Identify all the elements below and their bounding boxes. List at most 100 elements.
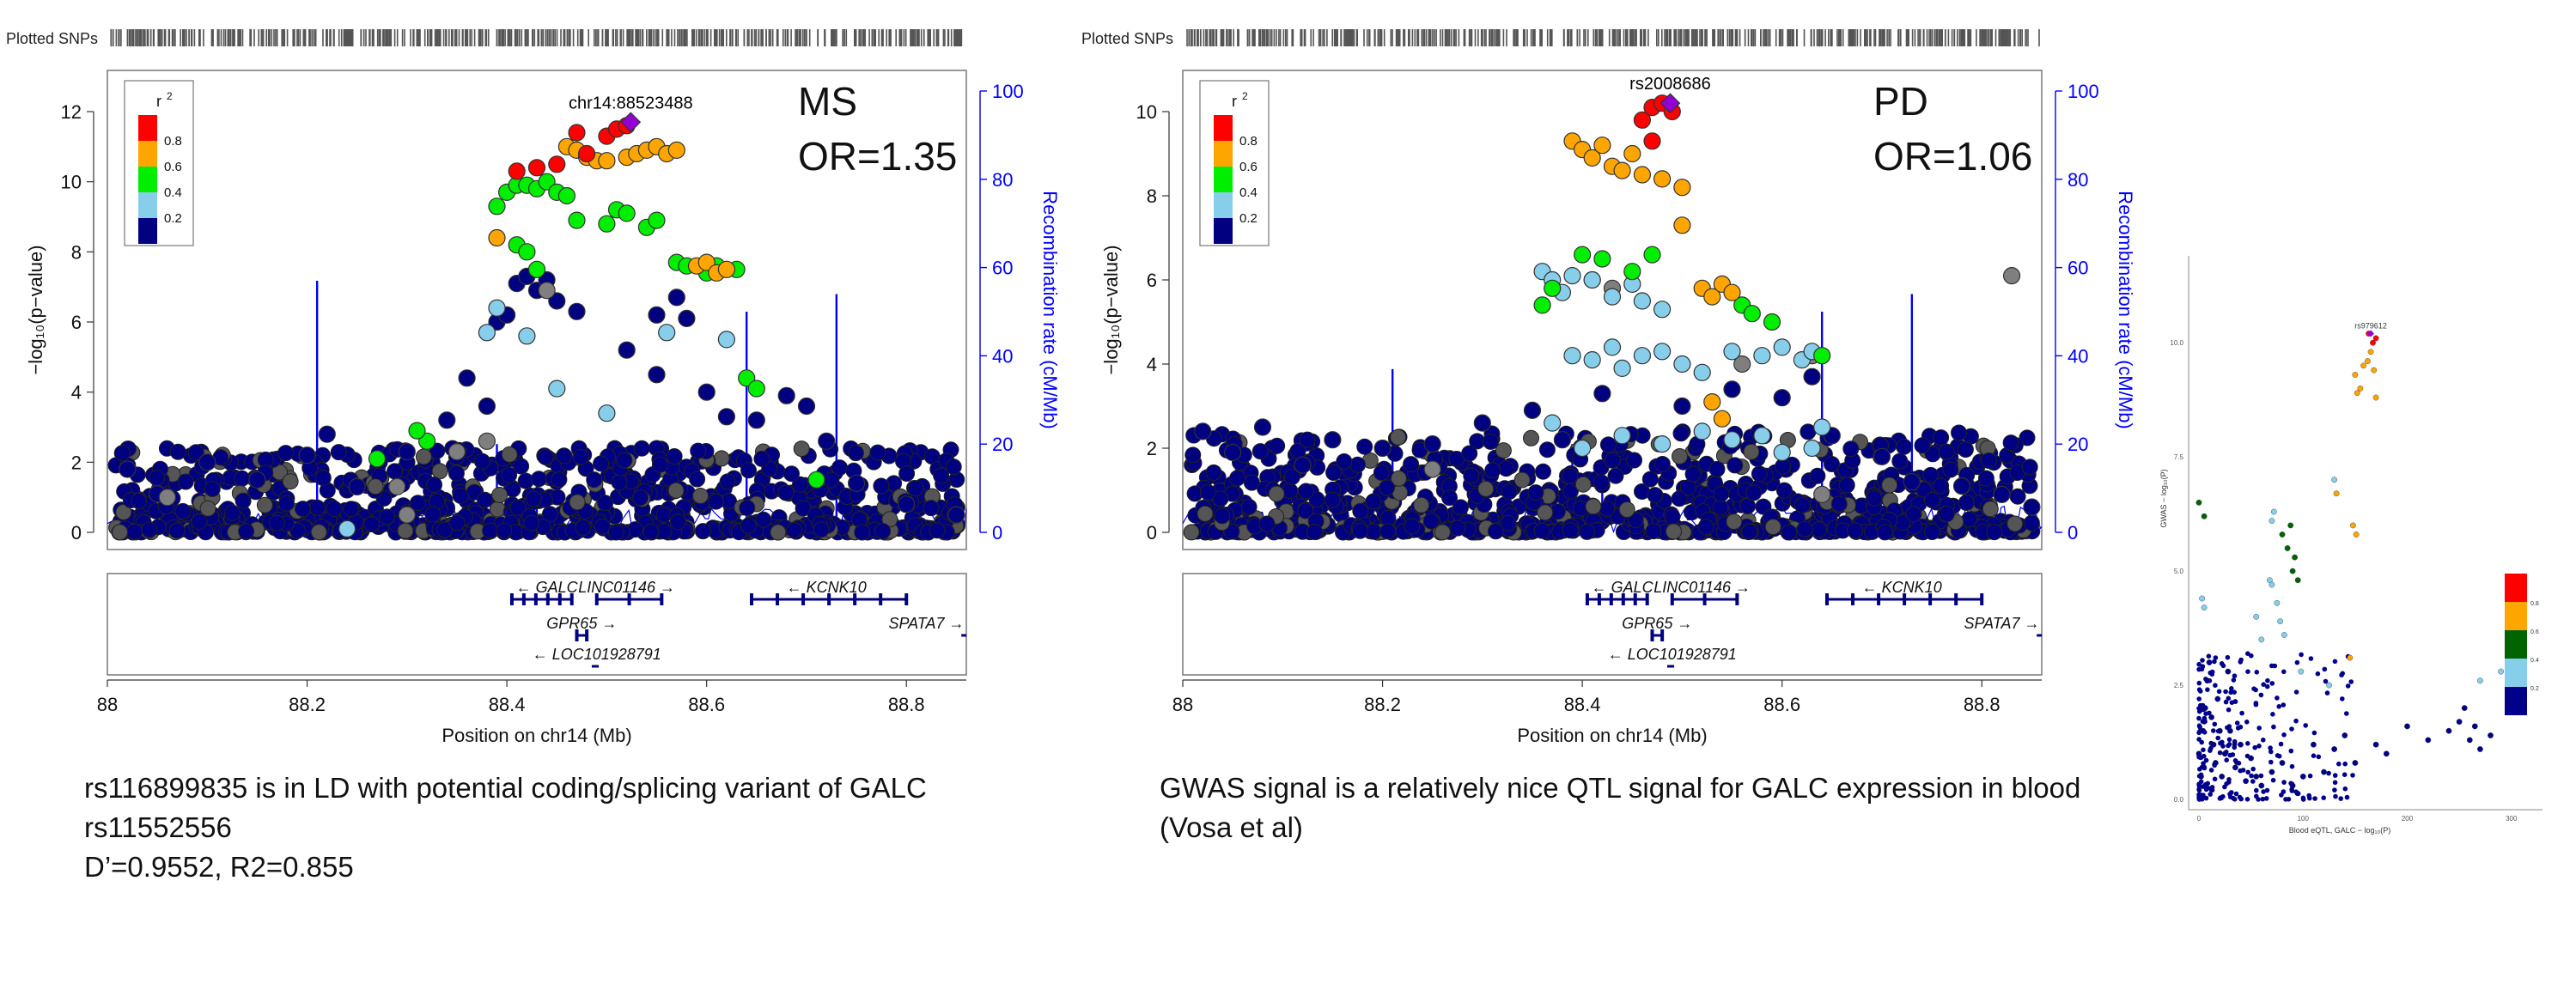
snp-tick	[2038, 29, 2040, 46]
background-snp-point	[1842, 440, 1860, 458]
background-snp-point	[847, 445, 864, 462]
snp-tick	[1340, 29, 1342, 46]
snp-tick	[1791, 29, 1793, 46]
snp-tick	[1450, 29, 1452, 46]
snp-tick	[1629, 29, 1631, 46]
snp-tick	[594, 29, 595, 46]
snp-tick	[1899, 29, 1902, 46]
snp-tick	[572, 29, 575, 46]
snp-tick	[1499, 29, 1501, 46]
background-snp-point	[1938, 443, 1955, 460]
mini-background-point	[2281, 702, 2287, 708]
snp-tick	[1233, 29, 1234, 46]
mini-snp-point	[2354, 390, 2360, 397]
background-snp-point	[642, 523, 660, 540]
snp-tick	[1713, 29, 1714, 46]
snp-tick	[1408, 29, 1410, 46]
snp-tick	[576, 29, 579, 46]
snp-tick	[1980, 29, 1982, 46]
snp-tick	[1331, 29, 1333, 46]
gene-exon	[1585, 593, 1589, 605]
snp-tick	[1532, 29, 1534, 46]
mini-background-point	[2196, 792, 2201, 798]
mini-background-point	[2209, 671, 2215, 677]
snp-tick	[1623, 29, 1625, 46]
mini-snp-point	[2357, 385, 2364, 392]
background-snp-point	[199, 500, 216, 517]
mini-background-point	[2271, 724, 2276, 730]
snp-tick	[510, 29, 513, 46]
snp-tick	[771, 29, 774, 46]
background-snp-point	[415, 448, 432, 465]
mini-background-point	[2196, 737, 2201, 742]
gene-label-gpr65: GPR65 →	[1622, 615, 1692, 632]
snp-tick	[580, 29, 582, 46]
snp-tick	[1897, 29, 1899, 46]
snp-tick	[455, 29, 458, 46]
background-snp-point	[793, 440, 810, 458]
mini-snp-point	[2333, 490, 2340, 497]
snp-tick	[1541, 29, 1543, 46]
snp-point	[648, 306, 666, 324]
snp-tick	[1230, 29, 1232, 46]
mini-snp-point	[2299, 774, 2306, 780]
background-snp-point	[234, 470, 251, 487]
snp-tick	[1849, 29, 1852, 46]
snp-point	[298, 446, 316, 465]
snp-tick	[168, 29, 170, 46]
recombination-axis-tick-label: 40	[992, 345, 1013, 367]
snp-point	[1723, 380, 1741, 398]
snp-point	[1473, 414, 1491, 432]
snp-tick	[1905, 29, 1908, 46]
background-snp-point	[1299, 431, 1316, 448]
mini-background-point	[2238, 796, 2244, 801]
mini-background-point	[2283, 797, 2288, 802]
mini-background-point	[2226, 780, 2232, 785]
mini-background-point	[2256, 744, 2262, 749]
snp-point	[777, 386, 795, 404]
snp-tick	[765, 29, 767, 46]
background-snp-point	[1811, 521, 1828, 538]
snp-tick	[1704, 29, 1707, 46]
snp-tick	[1735, 29, 1738, 46]
mini-background-point	[2307, 773, 2313, 779]
background-snp-point	[633, 440, 650, 457]
snp-tick	[1270, 29, 1273, 46]
snp-tick	[1854, 29, 1856, 46]
snp-tick	[842, 29, 843, 46]
snp-tick	[182, 29, 184, 46]
background-snp-point	[869, 444, 886, 461]
snp-tick	[1251, 29, 1254, 46]
snp-point	[478, 397, 496, 416]
mini-snp-point	[2349, 522, 2356, 529]
snp-tick	[835, 29, 837, 46]
background-snp-point	[1379, 479, 1395, 496]
snp-tick	[1873, 29, 1875, 46]
mini-background-point	[2344, 711, 2349, 716]
background-snp-point	[525, 490, 542, 507]
snp-tick	[1670, 29, 1672, 46]
mini-snp-point	[2268, 518, 2275, 524]
snp-point	[548, 380, 566, 398]
snp-tick	[1452, 29, 1455, 46]
background-snp-point	[1373, 465, 1390, 481]
snp-point	[119, 460, 137, 478]
r2-legend-tick: 0.4	[1239, 185, 1258, 200]
mini-snp-point	[2274, 599, 2281, 606]
recombination-axis-tick-label: 80	[992, 169, 1013, 191]
mini-background-point	[2268, 749, 2274, 755]
snp-tick	[1267, 29, 1270, 46]
snp-tick	[776, 29, 778, 46]
mini-background-point	[2208, 786, 2214, 791]
snp-tick	[345, 29, 347, 46]
snp-tick	[686, 29, 688, 46]
mini-snp-point	[2195, 499, 2202, 506]
snp-tick	[1377, 29, 1379, 46]
snp-tick	[1848, 29, 1850, 46]
recombination-axis-tick-label: 80	[2067, 169, 2088, 191]
background-snp-point	[1452, 499, 1469, 516]
snp-tick	[1585, 29, 1586, 46]
snp-tick	[2017, 29, 2019, 46]
mini-snp-point	[2326, 682, 2333, 689]
snp-tick	[1931, 29, 1934, 46]
